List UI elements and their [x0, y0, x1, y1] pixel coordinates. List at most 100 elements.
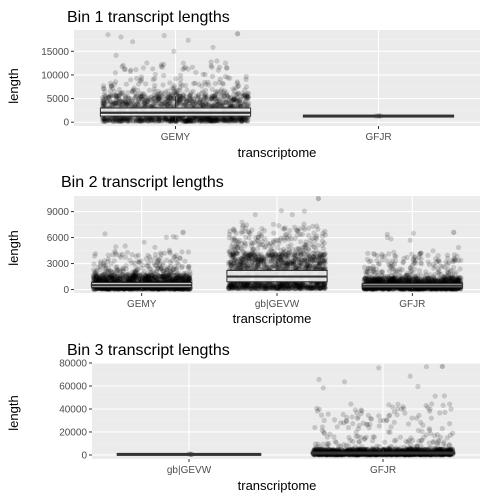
data-point [228, 118, 234, 124]
data-point [216, 90, 222, 96]
y-tick-label: 9000 [47, 207, 70, 218]
data-point [140, 96, 146, 102]
data-point [187, 95, 193, 101]
data-point [120, 118, 126, 124]
data-point [155, 100, 162, 106]
data-point [232, 117, 238, 123]
data-point [240, 93, 246, 99]
data-point [113, 92, 119, 98]
data-point [202, 118, 208, 124]
data-point [163, 96, 169, 102]
data-point [231, 96, 237, 102]
data-point [239, 118, 246, 124]
data-point [218, 116, 224, 122]
data-point [202, 118, 208, 124]
data-point [127, 96, 133, 102]
data-point [125, 117, 131, 123]
data-point [117, 118, 123, 124]
data-point [306, 247, 312, 253]
data-point [179, 95, 185, 101]
data-point [224, 92, 230, 98]
data-point [190, 118, 196, 124]
data-point [140, 97, 146, 103]
data-point [241, 101, 247, 107]
data-point [103, 95, 109, 102]
data-point [235, 83, 241, 90]
chart-1-xlabel: transcriptome [238, 145, 317, 160]
data-point [242, 117, 248, 124]
data-point [124, 100, 130, 106]
chart-1-ylabel: length [6, 68, 21, 103]
data-point [136, 98, 142, 104]
data-point [165, 94, 171, 101]
data-point [221, 117, 227, 123]
data-point [157, 101, 163, 107]
data-point [152, 244, 158, 250]
data-point [258, 232, 264, 238]
data-point [122, 116, 128, 122]
data-point [106, 116, 112, 122]
data-point [175, 117, 181, 123]
data-point [193, 116, 199, 123]
data-point [206, 117, 212, 123]
data-point [212, 100, 218, 106]
data-point [200, 117, 206, 123]
data-point [187, 97, 193, 103]
data-point [269, 247, 275, 253]
data-point [238, 103, 244, 109]
data-point [245, 95, 251, 101]
data-point [118, 91, 124, 97]
box-GEMY [99, 31, 252, 124]
data-point [237, 116, 243, 122]
data-point [155, 91, 161, 97]
data-point [209, 93, 215, 99]
data-point [301, 254, 307, 260]
data-point [122, 243, 128, 249]
data-point [211, 93, 217, 99]
data-point [167, 103, 173, 109]
data-point [113, 96, 119, 102]
data-point [276, 223, 282, 229]
data-point [210, 102, 216, 109]
data-point [320, 246, 327, 252]
data-point [248, 240, 254, 246]
data-point [137, 118, 143, 124]
data-point-max [315, 195, 322, 202]
data-point [242, 87, 248, 93]
data-point [196, 99, 202, 106]
data-point [171, 84, 177, 91]
data-point [123, 81, 129, 87]
data-point [157, 95, 163, 101]
data-point [141, 101, 148, 107]
data-point [112, 102, 118, 109]
data-point [202, 101, 208, 107]
data-point [176, 97, 183, 103]
data-point [160, 115, 166, 121]
data-point [113, 79, 119, 85]
data-point [152, 100, 158, 106]
data-point [101, 100, 107, 106]
data-point [116, 118, 122, 124]
data-point [195, 93, 201, 99]
data-point [160, 82, 166, 88]
data-point [172, 118, 178, 124]
data-point [242, 100, 248, 106]
data-point [130, 39, 136, 45]
data-point [183, 82, 189, 89]
data-point [186, 97, 192, 104]
data-point [201, 103, 207, 109]
data-point [219, 80, 226, 86]
data-point [201, 93, 207, 99]
data-point [152, 82, 158, 89]
data-point [158, 103, 164, 109]
data-point [100, 103, 106, 109]
data-point [222, 118, 228, 124]
data-point [122, 98, 128, 104]
data-point [216, 97, 222, 103]
data-point [155, 115, 161, 121]
data-point [206, 101, 212, 107]
data-point [165, 118, 171, 124]
data-point [108, 99, 114, 105]
data-point [157, 91, 163, 97]
data-point [188, 97, 194, 103]
